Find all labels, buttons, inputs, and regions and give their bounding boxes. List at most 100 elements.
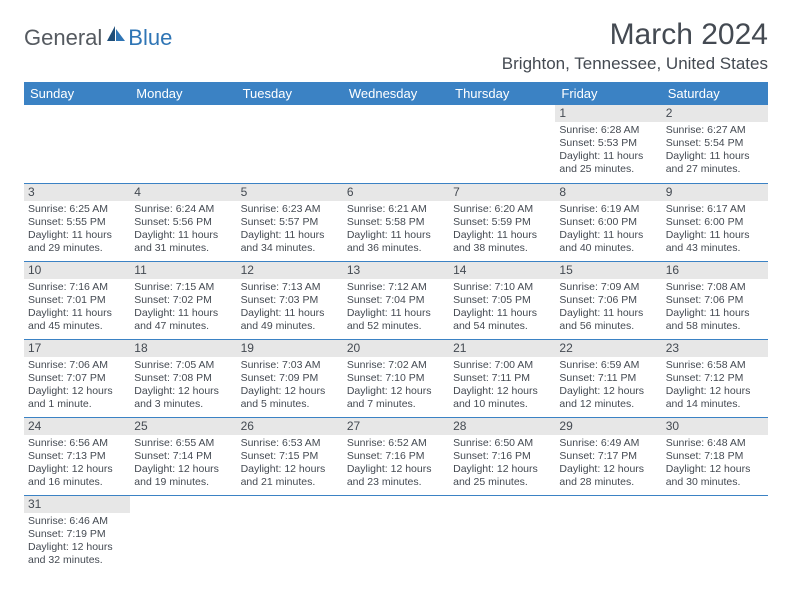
sunset-text: Sunset: 6:00 PM [666,216,764,229]
day-number: 18 [130,340,236,357]
daylight-text: Daylight: 12 hours and 12 minutes. [559,385,657,411]
daylight-text: Daylight: 12 hours and 10 minutes. [453,385,551,411]
daylight-text: Daylight: 12 hours and 28 minutes. [559,463,657,489]
weekday-thursday: Thursday [449,82,555,105]
calendar-cell: 12Sunrise: 7:13 AMSunset: 7:03 PMDayligh… [237,261,343,339]
sunset-text: Sunset: 7:08 PM [134,372,232,385]
weekday-wednesday: Wednesday [343,82,449,105]
title-block: March 2024 Brighton, Tennessee, United S… [502,18,768,74]
calendar-page: General Blue March 2024 Brighton, Tennes… [0,0,792,591]
sunrise-text: Sunrise: 7:09 AM [559,281,657,294]
sunset-text: Sunset: 7:19 PM [28,528,126,541]
calendar-cell: 3Sunrise: 6:25 AMSunset: 5:55 PMDaylight… [24,183,130,261]
sunrise-text: Sunrise: 7:12 AM [347,281,445,294]
calendar-body: 1Sunrise: 6:28 AMSunset: 5:53 PMDaylight… [24,105,768,573]
sunrise-text: Sunrise: 7:06 AM [28,359,126,372]
weekday-sunday: Sunday [24,82,130,105]
daylight-text: Daylight: 11 hours and 34 minutes. [241,229,339,255]
calendar-cell: 19Sunrise: 7:03 AMSunset: 7:09 PMDayligh… [237,339,343,417]
day-number: 13 [343,262,449,279]
calendar-cell [343,105,449,183]
calendar-cell: 16Sunrise: 7:08 AMSunset: 7:06 PMDayligh… [662,261,768,339]
day-number: 24 [24,418,130,435]
daylight-text: Daylight: 11 hours and 40 minutes. [559,229,657,255]
calendar-cell: 21Sunrise: 7:00 AMSunset: 7:11 PMDayligh… [449,339,555,417]
calendar-cell: 9Sunrise: 6:17 AMSunset: 6:00 PMDaylight… [662,183,768,261]
sunset-text: Sunset: 7:14 PM [134,450,232,463]
sunrise-text: Sunrise: 7:02 AM [347,359,445,372]
calendar-cell: 15Sunrise: 7:09 AMSunset: 7:06 PMDayligh… [555,261,661,339]
calendar-cell: 6Sunrise: 6:21 AMSunset: 5:58 PMDaylight… [343,183,449,261]
calendar-cell: 26Sunrise: 6:53 AMSunset: 7:15 PMDayligh… [237,417,343,495]
calendar-cell: 23Sunrise: 6:58 AMSunset: 7:12 PMDayligh… [662,339,768,417]
calendar-cell: 11Sunrise: 7:15 AMSunset: 7:02 PMDayligh… [130,261,236,339]
sunrise-text: Sunrise: 6:46 AM [28,515,126,528]
daylight-text: Daylight: 12 hours and 14 minutes. [666,385,764,411]
day-number: 10 [24,262,130,279]
calendar-week-row: 31 Sunrise: 6:46 AMSunset: 7:19 PMDayligh… [24,495,768,573]
sunrise-text: Sunrise: 6:20 AM [453,203,551,216]
sunset-text: Sunset: 7:15 PM [241,450,339,463]
logo-word-blue: Blue [128,25,172,51]
daylight-text: Daylight: 12 hours and 32 minutes. [28,541,126,567]
daylight-text: Daylight: 12 hours and 5 minutes. [241,385,339,411]
sunset-text: Sunset: 7:17 PM [559,450,657,463]
calendar-week-row: 24 Sunrise: 6:56 AMSunset: 7:13 PM Dayligh… [24,417,768,495]
sunset-text: Sunset: 7:16 PM [453,450,551,463]
sunset-text: Sunset: 5:58 PM [347,216,445,229]
calendar-cell: 22Sunrise: 6:59 AMSunset: 7:11 PMDayligh… [555,339,661,417]
day-number: 20 [343,340,449,357]
day-number: 30 [662,418,768,435]
calendar-cell [449,105,555,183]
calendar-cell: 14Sunrise: 7:10 AMSunset: 7:05 PMDayligh… [449,261,555,339]
daylight-text: Daylight: 12 hours and 30 minutes. [666,463,764,489]
calendar-cell [130,495,236,573]
calendar-cell [237,495,343,573]
calendar-cell: 18Sunrise: 7:05 AMSunset: 7:08 PMDayligh… [130,339,236,417]
day-number: 25 [130,418,236,435]
sunset-text: Sunset: 7:03 PM [241,294,339,307]
day-number: 5 [237,184,343,201]
sunrise-text: Sunrise: 6:24 AM [134,203,232,216]
calendar-cell: 29Sunrise: 6:49 AMSunset: 7:17 PMDayligh… [555,417,661,495]
day-number: 22 [555,340,661,357]
sunset-text: Sunset: 7:13 PM [28,450,126,463]
calendar-week-row: 17Sunrise: 7:06 AMSunset: 7:07 PMDayligh… [24,339,768,417]
sunset-text: Sunset: 5:59 PM [453,216,551,229]
sunrise-text: Sunrise: 6:49 AM [559,437,657,450]
calendar-cell [662,495,768,573]
sunrise-text: Sunrise: 7:15 AM [134,281,232,294]
daylight-text: Daylight: 11 hours and 45 minutes. [28,307,126,333]
daylight-text: Daylight: 11 hours and 43 minutes. [666,229,764,255]
sunset-text: Sunset: 7:07 PM [28,372,126,385]
sunset-text: Sunset: 5:56 PM [134,216,232,229]
daylight-text: Daylight: 12 hours and 23 minutes. [347,463,445,489]
day-number: 31 [24,496,130,513]
day-number: 1 [555,105,661,122]
sunrise-text: Sunrise: 7:08 AM [666,281,764,294]
sunset-text: Sunset: 7:05 PM [453,294,551,307]
sunrise-text: Sunrise: 6:55 AM [134,437,232,450]
calendar-cell [449,495,555,573]
daylight-text: Daylight: 11 hours and 25 minutes. [559,150,657,176]
sunrise-text: Sunrise: 6:21 AM [347,203,445,216]
logo-sail-icon [106,24,126,47]
daylight-text: Daylight: 11 hours and 54 minutes. [453,307,551,333]
sunrise-text: Sunrise: 7:05 AM [134,359,232,372]
weekday-tuesday: Tuesday [237,82,343,105]
day-number: 3 [24,184,130,201]
sunset-text: Sunset: 7:16 PM [347,450,445,463]
sunrise-text: Sunrise: 6:23 AM [241,203,339,216]
sunrise-text: Sunrise: 6:48 AM [666,437,764,450]
sunrise-text: Sunrise: 6:56 AM [28,437,126,450]
daylight-text: Daylight: 12 hours and 7 minutes. [347,385,445,411]
calendar-cell: 27Sunrise: 6:52 AMSunset: 7:16 PMDayligh… [343,417,449,495]
daylight-text: Daylight: 11 hours and 52 minutes. [347,307,445,333]
sunset-text: Sunset: 7:09 PM [241,372,339,385]
sunset-text: Sunset: 7:04 PM [347,294,445,307]
daylight-text: Daylight: 11 hours and 58 minutes. [666,307,764,333]
calendar-cell: 2Sunrise: 6:27 AMSunset: 5:54 PMDaylight… [662,105,768,183]
day-number: 8 [555,184,661,201]
calendar-cell: 1Sunrise: 6:28 AMSunset: 5:53 PMDaylight… [555,105,661,183]
calendar-cell [130,105,236,183]
